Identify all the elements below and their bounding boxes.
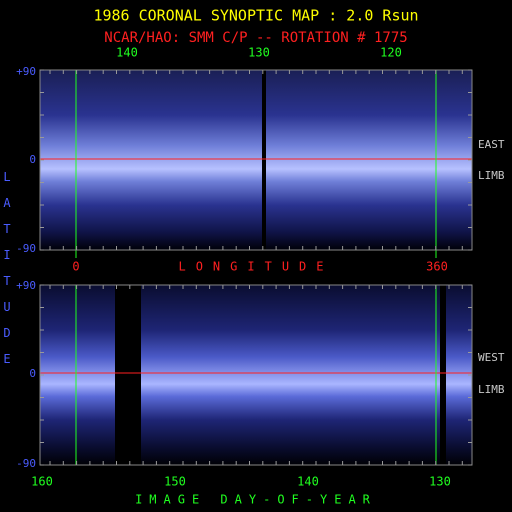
subtitle: NCAR/HAO: SMM C/P -- ROTATION # 1775 [104,30,407,46]
lon-label: 360 [426,260,448,274]
lat-label: -90 [16,242,36,255]
side-title: LATITUDE [0,170,14,378]
lon-label: 0 [72,260,79,274]
side-label: LIMB [478,383,505,396]
lat-label: 0 [29,367,36,380]
side-label: EAST [478,138,505,151]
axis-label: 130 [429,475,451,489]
axis-label: 150 [164,475,186,489]
lon-title: LONGITUDE [178,260,333,274]
data-gap [440,285,446,465]
map-top [40,70,472,250]
side-label: LIMB [478,169,505,182]
lat-label: -90 [16,457,36,470]
lat-label: 0 [29,153,36,166]
side-label: WEST [478,351,505,364]
map-bottom [40,285,472,465]
data-gap [262,70,266,250]
axis-label: 140 [297,475,319,489]
data-gap [115,285,141,465]
axis-label: 140 [116,46,138,60]
axis-label: 130 [248,46,270,60]
lat-label: +90 [16,279,36,292]
axis-label: 120 [380,46,402,60]
title: 1986 CORONAL SYNOPTIC MAP : 2.0 Rsun [93,7,418,25]
axis-label: 160 [31,475,53,489]
axis-title: IMAGE DAY-OF-YEAR [135,493,377,507]
lat-label: +90 [16,65,36,78]
